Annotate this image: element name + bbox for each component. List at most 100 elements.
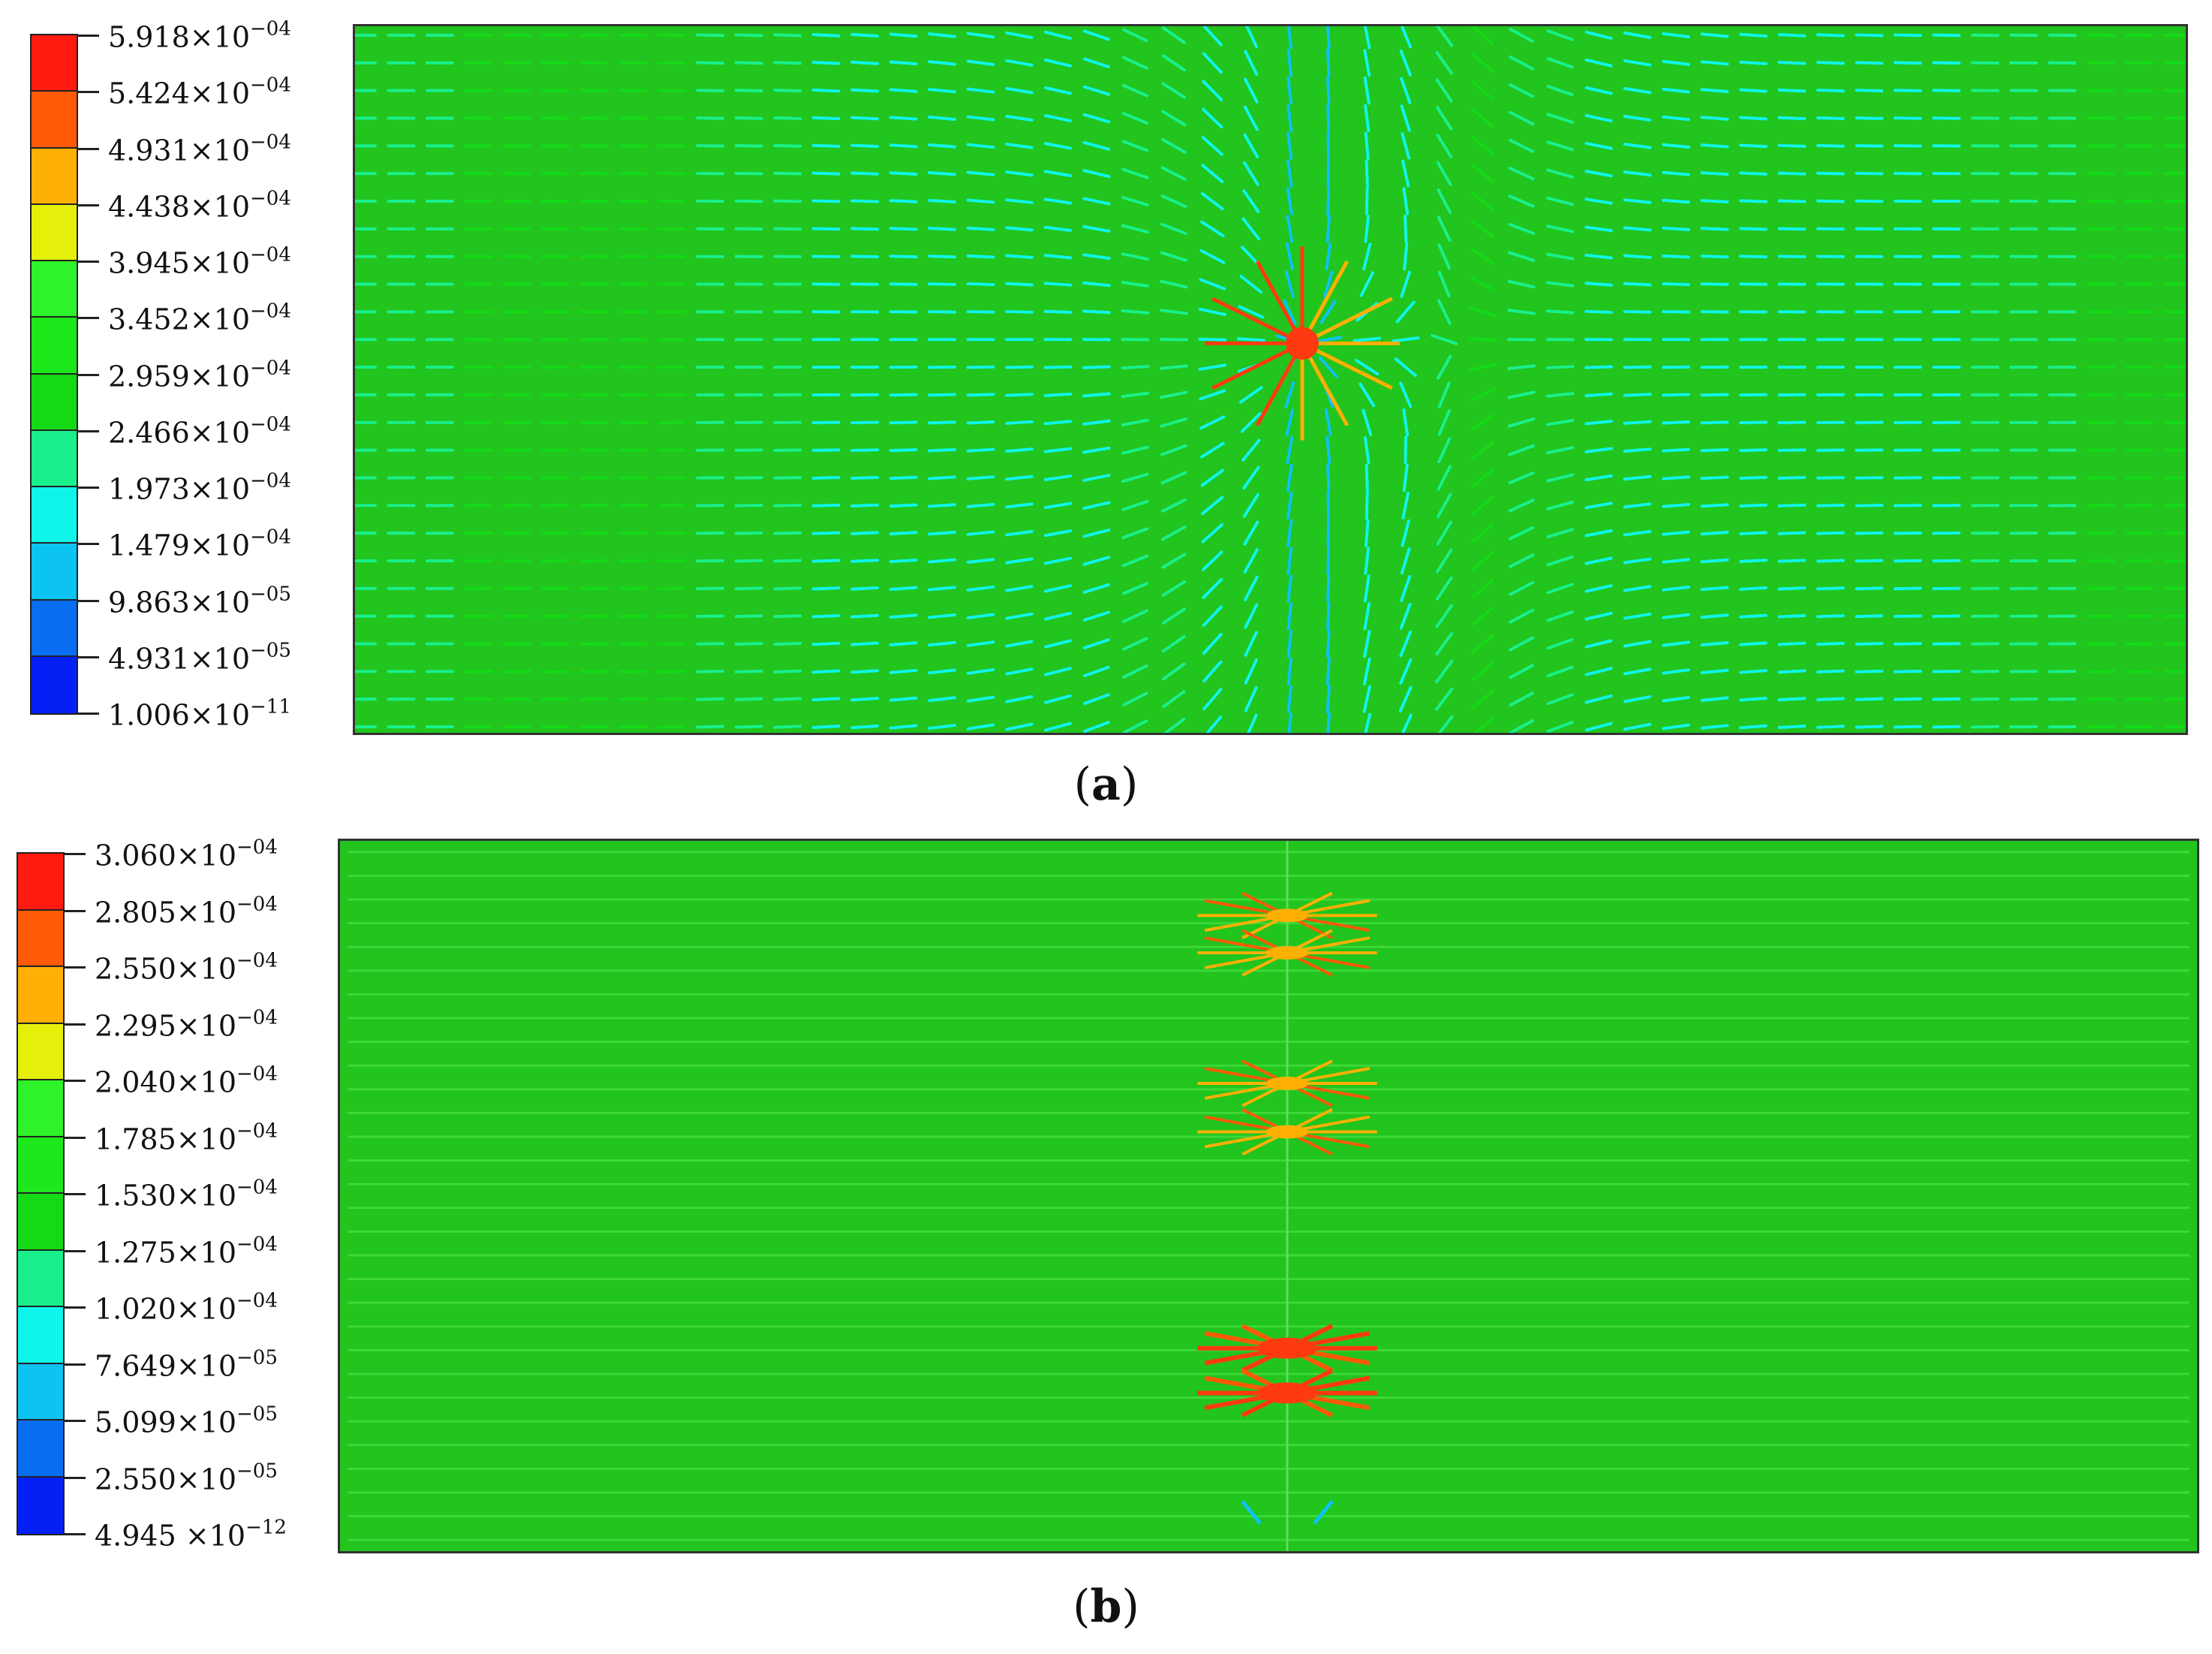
flow-arrow xyxy=(1283,299,1297,325)
flow-arrow xyxy=(1401,132,1411,160)
flow-arrow xyxy=(1200,468,1224,487)
flow-arrow xyxy=(618,697,648,701)
flow-arrow xyxy=(1893,89,1922,92)
flow-arrow xyxy=(1005,393,1034,397)
flow-arrow xyxy=(1043,420,1073,426)
flow-arrow xyxy=(1243,105,1259,131)
flow-arrow xyxy=(1285,243,1294,271)
legend-swatch xyxy=(18,1307,63,1364)
flow-arrow xyxy=(1777,420,1807,425)
flow-arrow xyxy=(1202,633,1223,655)
legend-swatch xyxy=(32,430,77,487)
flow-arrow xyxy=(734,725,763,729)
flow-arrow xyxy=(1202,52,1223,74)
flow-arrow xyxy=(1082,556,1111,566)
flow-arrow xyxy=(1738,420,1768,425)
flow-arrow xyxy=(1546,665,1574,678)
flow-arrow xyxy=(1121,445,1149,455)
flow-arrow xyxy=(1005,694,1034,703)
flow-arrow xyxy=(1435,50,1453,75)
flow-arrow xyxy=(1044,667,1072,676)
flow-arrow xyxy=(1243,548,1259,574)
flow-arrow xyxy=(1286,435,1294,465)
flow-arrow xyxy=(966,420,995,425)
flow-arrow xyxy=(773,725,802,729)
flow-arrow xyxy=(1662,723,1690,731)
flow-arrow xyxy=(1662,668,1690,675)
flow-arrow xyxy=(889,227,918,231)
flow-arrow xyxy=(1777,559,1807,563)
flow-arrow xyxy=(1161,634,1186,653)
flow-arrow xyxy=(657,697,686,701)
flow-arrow xyxy=(1403,242,1409,271)
flow-arrow xyxy=(1325,242,1332,271)
flow-arrow xyxy=(1970,725,2000,729)
flow-arrow xyxy=(1471,136,1494,156)
flow-arrow xyxy=(1005,282,1034,287)
flow-arrow xyxy=(1855,642,1884,646)
flow-arrow xyxy=(1893,725,1922,729)
flow-arrow xyxy=(1199,389,1226,401)
flow-arrow xyxy=(734,559,763,563)
flow-arrow xyxy=(1585,392,1613,398)
flow-arrow xyxy=(1365,463,1369,493)
legend-tick-label: 3.060×10−04 xyxy=(95,836,278,872)
flow-arrow xyxy=(1161,82,1187,99)
flow-arrow xyxy=(850,613,880,619)
legend-tick-label: 1.785×10−04 xyxy=(95,1119,278,1155)
flow-arrow xyxy=(1662,695,1690,703)
flow-arrow xyxy=(1363,76,1371,105)
legend-swatch xyxy=(32,148,77,205)
flow-arrow xyxy=(1470,414,1495,431)
flow-arrow xyxy=(1623,282,1652,287)
legend-swatch xyxy=(32,544,77,601)
flow-arrow xyxy=(1893,642,1922,646)
flow-arrow xyxy=(1623,502,1652,509)
flow-arrow xyxy=(1623,59,1652,67)
flow-arrow xyxy=(1585,282,1613,287)
flow-arrow xyxy=(1326,547,1331,575)
flow-arrow xyxy=(1585,611,1613,621)
flow-arrow xyxy=(811,88,841,93)
flow-arrow xyxy=(1623,226,1652,232)
flow-arrow xyxy=(1700,116,1729,121)
flow-arrow xyxy=(657,642,686,646)
flow-arrow xyxy=(1777,669,1807,674)
flow-arrow xyxy=(1585,556,1613,565)
flow-arrow xyxy=(1400,26,1413,49)
flow-arrow xyxy=(1585,667,1613,676)
legend-tick-label: 7.649×10−05 xyxy=(95,1346,278,1382)
flow-arrow xyxy=(1161,525,1187,541)
legend-swatch xyxy=(18,910,63,967)
flow-arrow xyxy=(1326,574,1331,603)
hotspot-vector xyxy=(1211,342,1304,390)
flow-arrow xyxy=(1470,248,1495,266)
flow-arrow xyxy=(1816,531,1845,535)
legend-tick xyxy=(78,317,99,320)
flow-arrow xyxy=(1121,309,1150,315)
flow-arrow xyxy=(773,503,802,508)
flow-arrow xyxy=(1437,715,1454,733)
legend-tick xyxy=(78,373,99,376)
flow-arrow xyxy=(850,88,880,93)
hotspot-core xyxy=(1257,1382,1317,1404)
flow-arrow xyxy=(928,696,956,703)
flow-arrow xyxy=(1363,602,1371,631)
flow-arrow xyxy=(1932,697,1961,701)
flow-arrow xyxy=(966,502,995,508)
flow-arrow xyxy=(1546,85,1574,97)
flow-arrow xyxy=(1121,499,1149,511)
legend-tick xyxy=(78,713,99,715)
flow-arrow xyxy=(1855,669,1884,673)
flow-arrow xyxy=(966,87,995,94)
flow-arrow xyxy=(1473,717,1494,733)
flow-arrow xyxy=(1585,722,1613,732)
flow-arrow xyxy=(889,143,918,149)
legend-swatch xyxy=(18,1137,63,1194)
flow-arrow xyxy=(1326,435,1332,465)
flow-arrow xyxy=(1043,611,1072,621)
flow-arrow xyxy=(1545,281,1575,288)
flow-arrow xyxy=(1738,669,1768,674)
flow-arrow xyxy=(1585,30,1613,40)
flow-arrow xyxy=(1855,586,1884,591)
